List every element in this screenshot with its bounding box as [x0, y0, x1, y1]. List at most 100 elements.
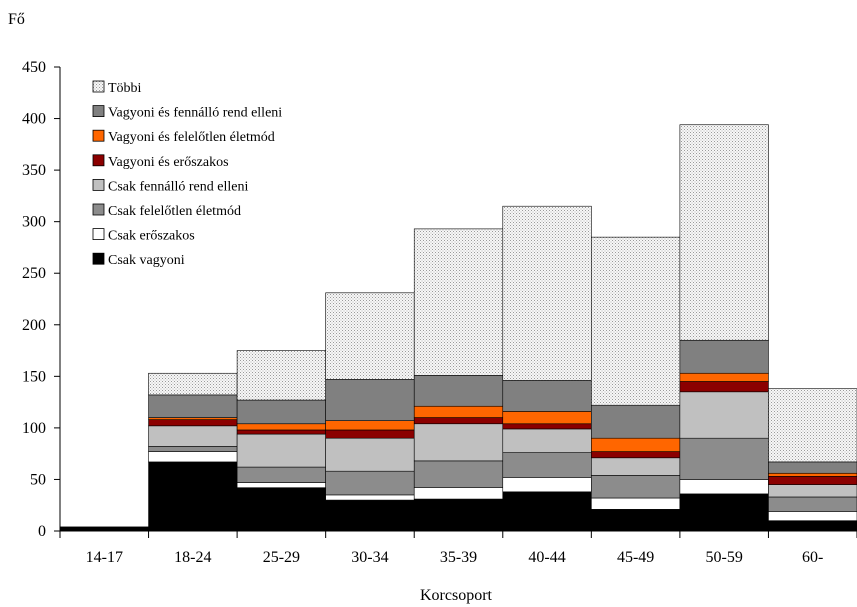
bar-segment — [591, 437, 681, 452]
legend-label: Vagyoni és fennálló rend elleni — [108, 106, 282, 121]
bar-segment — [768, 484, 857, 498]
legend-swatch — [92, 105, 105, 117]
legend-swatch — [92, 203, 105, 216]
bar-segment — [236, 429, 326, 435]
bar-segment — [59, 526, 149, 532]
x-tick-label: 60- — [802, 549, 823, 566]
bar-segment — [325, 470, 415, 496]
legend-item: Vagyoni és felelőtlen életmód — [92, 129, 275, 145]
bar-segment — [325, 429, 415, 439]
bar-segment — [768, 461, 857, 474]
bar-segment — [413, 498, 504, 532]
bar-segment — [413, 487, 504, 500]
bar-segment — [679, 124, 769, 341]
bar-segment — [236, 423, 326, 431]
bar-segment — [768, 496, 857, 512]
bar-segment — [325, 499, 415, 532]
legend-swatch — [92, 80, 105, 93]
x-tick-label: 40-44 — [528, 549, 565, 566]
axes-layer: 0 50 100 150 200 250 300 350 400 450 14-17 18-24 25-… — [22, 59, 857, 566]
legend-swatch — [92, 154, 105, 167]
bar-segment — [148, 446, 238, 452]
bar-segment — [236, 399, 326, 425]
legend-item: Csak vagyoni — [92, 252, 185, 268]
bar-segment — [236, 350, 326, 401]
bar-segment — [502, 205, 592, 381]
bar-segment — [768, 511, 857, 521]
bar-segment — [591, 457, 681, 476]
bar-segment — [679, 339, 769, 374]
bar-segment — [148, 417, 238, 420]
bar-segment — [325, 437, 415, 472]
legend-item: Csak fennálló rend elleni — [92, 178, 248, 194]
bar-segment — [768, 388, 857, 463]
bar-segment — [236, 487, 326, 532]
bar-segment — [502, 452, 592, 478]
bar-segment — [148, 451, 238, 463]
bar-segment — [236, 482, 326, 488]
x-tick-label: 25-29 — [263, 549, 300, 566]
legend-label: Vagyoni és felelőtlen életmód — [108, 130, 275, 145]
bar-segment — [413, 375, 504, 407]
legend-item: Csak erőszakos — [92, 228, 195, 244]
y-tick-label: 100 — [22, 420, 46, 437]
legend-label: Csak felelőtlen életmód — [108, 204, 241, 219]
bar-segment — [591, 236, 681, 406]
x-tick-label: 18-24 — [174, 549, 211, 566]
x-tick-label: 50-59 — [706, 549, 743, 566]
legend-swatch — [92, 228, 105, 241]
bar-segment — [679, 391, 769, 439]
x-tick-label: 35-39 — [440, 549, 477, 566]
legend-swatch — [92, 252, 105, 265]
bar-segment — [679, 381, 769, 393]
bar-segment — [591, 451, 681, 459]
bar-segment — [413, 228, 504, 376]
bar-segment — [679, 437, 769, 480]
legend-swatch — [92, 178, 105, 191]
y-tick-label: 250 — [22, 265, 46, 282]
bar-segment — [325, 379, 415, 421]
bar-segment — [502, 477, 592, 493]
bar-segment — [502, 428, 592, 453]
x-tick-label: 45-49 — [617, 549, 654, 566]
bar-segment — [413, 405, 504, 418]
y-tick-label: 0 — [38, 523, 46, 540]
bar-segment — [591, 509, 681, 532]
y-axis-title: Fő — [8, 11, 25, 28]
bar-segment — [502, 380, 592, 412]
bar-segment — [768, 476, 857, 485]
bar-segment — [148, 461, 238, 532]
bar-segment — [413, 423, 504, 462]
y-tick-label: 300 — [22, 214, 46, 231]
x-tick-label: 30-34 — [351, 549, 388, 566]
bar-segment — [148, 425, 238, 447]
bar-segment — [502, 423, 592, 430]
legend-label: Csak erőszakos — [108, 229, 195, 244]
bar-segment — [591, 497, 681, 510]
legend-item: Csak felelőtlen életmód — [92, 203, 241, 219]
y-tick-label: 350 — [22, 162, 46, 179]
legend-item: Vagyoni és erőszakos — [92, 154, 229, 170]
x-axis-title: Korcsoport — [420, 587, 493, 604]
y-tick-label: 200 — [22, 317, 46, 334]
y-tick-label: 450 — [22, 59, 46, 76]
bars-layer — [59, 124, 857, 532]
bar-segment — [679, 372, 769, 382]
legend-label: Vagyoni és erőszakos — [108, 155, 229, 170]
bar-segment — [679, 479, 769, 495]
bar-segment — [591, 404, 681, 439]
legend-swatch — [92, 129, 105, 142]
bar-segment — [413, 460, 504, 488]
bar-segment — [768, 472, 857, 477]
y-tick-label: 400 — [22, 111, 46, 128]
bar-segment — [325, 292, 415, 380]
bar-segment — [502, 491, 592, 532]
bar-segment — [148, 419, 238, 427]
bar-segment — [768, 520, 857, 532]
legend-label: Többi — [108, 81, 142, 96]
legend-item: Többi — [92, 80, 142, 96]
legend-item: Vagyoni és fennálló rend elleni — [92, 105, 282, 121]
bar-segment — [236, 433, 326, 468]
